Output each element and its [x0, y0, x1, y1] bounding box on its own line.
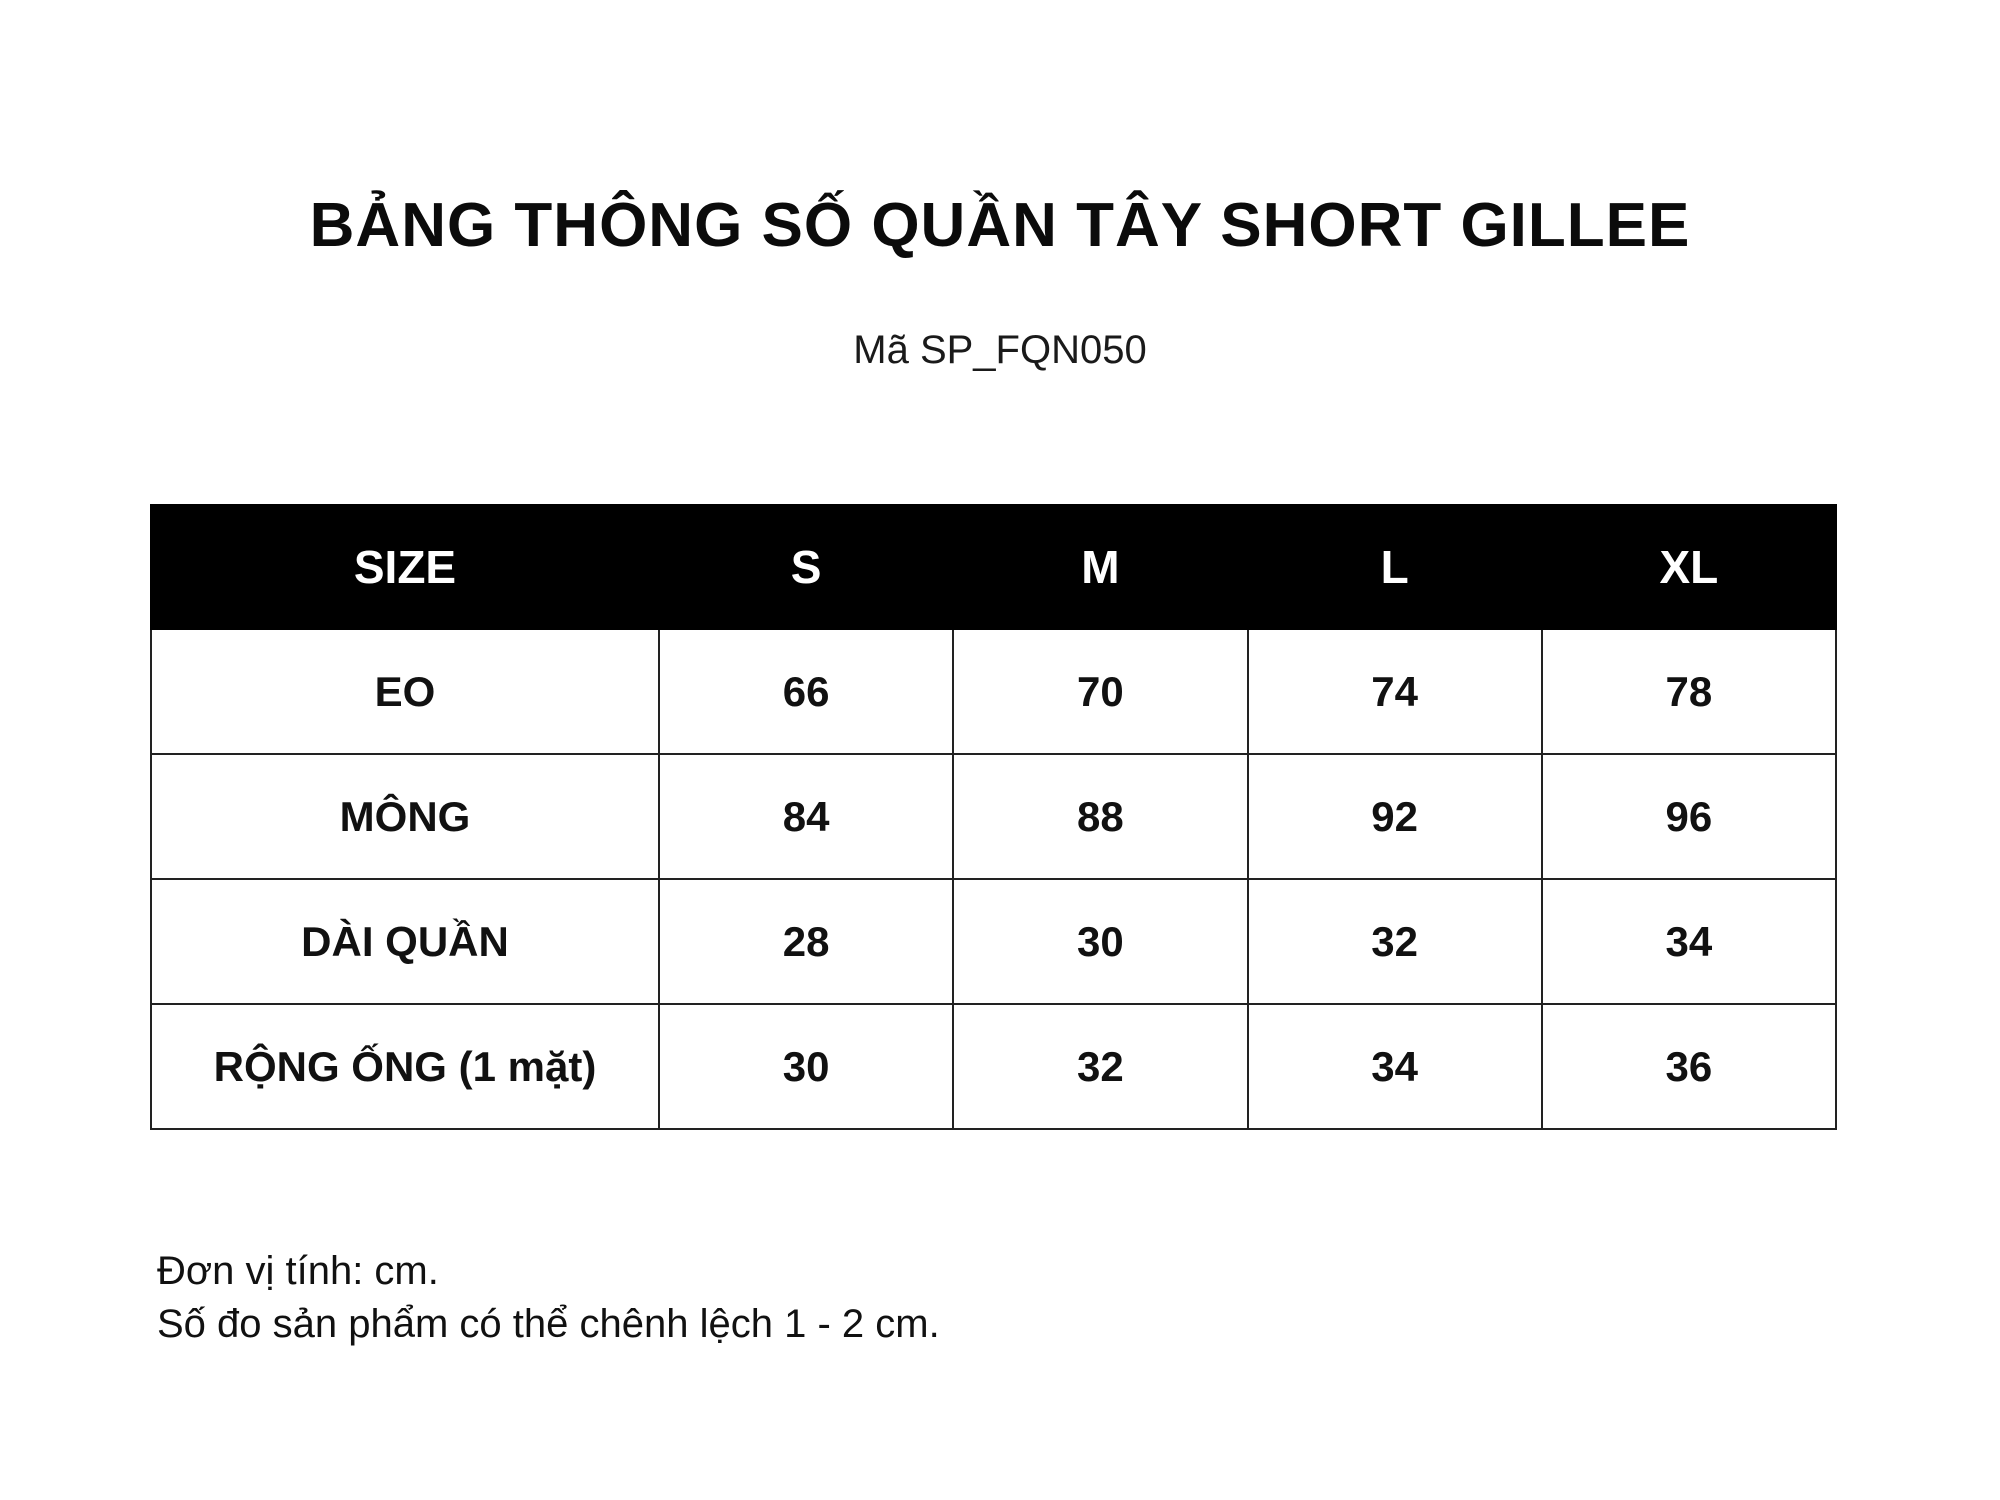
row-label: MÔNG	[150, 753, 660, 880]
size-chart-table: SIZE S M L XL EO 66 70 74 78 MÔNG 84 88 …	[150, 504, 1838, 1130]
cell: 36	[1540, 1003, 1838, 1130]
header-l: L	[1246, 504, 1543, 630]
cell: 28	[657, 878, 955, 1005]
product-code: Mã SP_FQN050	[853, 328, 1147, 372]
row-label: RỘNG ỐNG (1 mặt)	[150, 1003, 660, 1130]
tolerance-note: Số đo sản phẩm có thể chênh lệch 1 - 2 c…	[157, 1302, 940, 1346]
unit-note: Đơn vị tính: cm.	[157, 1249, 439, 1293]
cell: 30	[657, 1003, 955, 1130]
table-row: MÔNG 84 88 92 96	[150, 753, 1838, 880]
cell: 34	[1246, 1003, 1543, 1130]
cell: 92	[1246, 753, 1543, 880]
header-s: S	[657, 504, 955, 630]
table-row: EO 66 70 74 78	[150, 628, 1838, 755]
cell: 88	[952, 753, 1249, 880]
cell: 66	[657, 628, 955, 755]
cell: 30	[952, 878, 1249, 1005]
row-label: DÀI QUẦN	[150, 878, 660, 1005]
header-size: SIZE	[150, 504, 660, 630]
cell: 84	[657, 753, 955, 880]
header-xl: XL	[1540, 504, 1838, 630]
cell: 32	[952, 1003, 1249, 1130]
row-label: EO	[150, 628, 660, 755]
page-title: BẢNG THÔNG SỐ QUẦN TÂY SHORT GILLEE	[309, 191, 1691, 260]
footer-notes: Đơn vị tính: cm. Số đo sản phẩm có thể c…	[157, 1245, 940, 1351]
table-row: RỘNG ỐNG (1 mặt) 30 32 34 36	[150, 1003, 1838, 1130]
cell: 96	[1540, 753, 1838, 880]
cell: 70	[952, 628, 1249, 755]
cell: 32	[1246, 878, 1543, 1005]
header-m: M	[952, 504, 1249, 630]
table-header-row: SIZE S M L XL	[150, 504, 1838, 630]
cell: 74	[1246, 628, 1543, 755]
cell: 34	[1540, 878, 1838, 1005]
table-row: DÀI QUẦN 28 30 32 34	[150, 878, 1838, 1005]
cell: 78	[1540, 628, 1838, 755]
